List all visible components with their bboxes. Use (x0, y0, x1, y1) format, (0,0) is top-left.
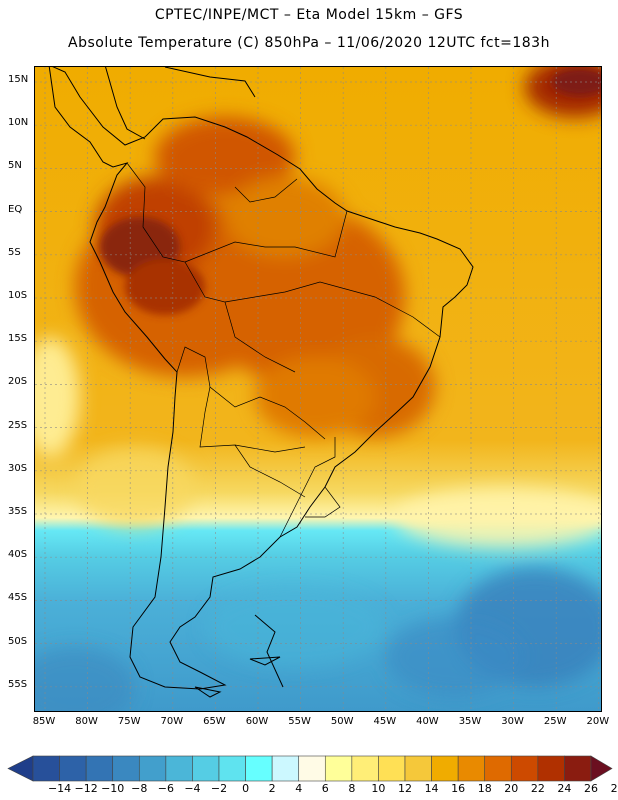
temperature-map[interactable] (34, 66, 602, 712)
colorbar-swatch (218, 755, 246, 782)
southern-coast-detail (254, 614, 284, 688)
lat-tick-label: 5S (8, 246, 21, 258)
colorbar-swatch (564, 755, 592, 782)
lat-tick-label: 5N (8, 160, 22, 172)
lat-tick-label: 10S (8, 290, 28, 301)
lon-tick-label: 35W (458, 716, 482, 727)
lat-tick-label: 25S (8, 419, 28, 431)
colorbar-tick-label: 2 (268, 782, 276, 795)
colorbar-under-triangle (7, 755, 34, 782)
central-america-coast (105, 67, 146, 140)
colorbar-tick-label: 16 (451, 782, 466, 795)
colorbar-swatch (138, 755, 167, 782)
colorbar-tick-label: 0 (242, 782, 250, 795)
lon-tick-label: 30W (501, 716, 524, 727)
colorbar-tick-label: −10 (101, 782, 125, 795)
lat-tick-label: 15S (8, 333, 28, 345)
colorbar-tick-label: −4 (184, 782, 201, 795)
colorbar-swatch (85, 755, 114, 782)
colorbar-tick-label: −12 (74, 782, 98, 795)
lat-tick-label: EQ (8, 203, 23, 215)
lat-tick-label: 55S (8, 678, 28, 690)
colorbar-swatch (245, 755, 273, 782)
colorbar-swatch (404, 755, 432, 782)
colorbar-over-triangle (590, 755, 613, 782)
lat-tick-label: 30S (8, 462, 28, 474)
colorbar-tick-label: 14 (424, 782, 439, 795)
colorbar-tick-label: 10 (371, 782, 386, 795)
colorbar-tick-label: 4 (295, 782, 303, 795)
lat-tick-label: 15N (8, 74, 29, 85)
colorbar-swatch (537, 755, 565, 782)
colorbar-swatch (59, 755, 87, 782)
colorbar-tick-label: −2 (210, 782, 228, 795)
lon-tick-label: 60W (245, 716, 269, 727)
colorbar (7, 755, 613, 782)
map-svg (35, 67, 601, 711)
temperature-field-blobs (35, 67, 601, 711)
colorbar-tick-label: 12 (398, 782, 412, 795)
colorbar-tick-label: −8 (131, 782, 148, 795)
lat-tick-label: 10N (8, 117, 29, 129)
lon-tick-label: 50W (330, 716, 354, 727)
colorbar-swatch (378, 755, 406, 782)
caribbean-coast (164, 67, 256, 98)
lat-lon-grid (35, 67, 601, 711)
colorbar-swatch (32, 755, 60, 782)
lon-tick-label: 25W (543, 716, 567, 727)
colorbar-tick-label: 24 (557, 782, 572, 795)
lon-tick-label: 85W (32, 716, 56, 727)
coastlines (48, 67, 474, 698)
colorbar-tick-label: 6 (321, 782, 329, 795)
colorbar-swatch (112, 755, 140, 782)
lon-tick-label: 80W (75, 716, 98, 727)
colorbar-swatch (165, 755, 193, 782)
colorbar-tick-label: 22 (530, 782, 545, 795)
colorbar-tick-label: 26 (584, 782, 598, 795)
lat-tick-label: 35S (8, 506, 28, 517)
tierra-del-fuego (194, 686, 222, 698)
continent-outline (48, 67, 474, 690)
lon-tick-label: 75W (117, 716, 141, 727)
lon-tick-label: 45W (373, 716, 397, 727)
lat-tick-label: 40S (8, 549, 28, 561)
colorbar-tick-label: −6 (157, 782, 174, 795)
lon-tick-label: 40W (416, 716, 439, 727)
lat-tick-label: 45S (8, 592, 28, 604)
lon-tick-label: 55W (288, 716, 311, 727)
lon-tick-label: 20W (586, 716, 610, 727)
colorbar-swatch (271, 755, 300, 782)
map-title-line1: CPTEC/INPE/MCT – Eta Model 15km – GFS (154, 7, 464, 23)
colorbar-swatch (324, 755, 353, 782)
falklands (249, 656, 281, 666)
colorbar-swatch (484, 755, 512, 782)
colorbar-tick-label: 28 (610, 782, 618, 795)
lon-tick-label: 70W (160, 716, 184, 727)
colorbar-swatch (431, 755, 459, 782)
colorbar-tick-label: 20 (504, 782, 519, 795)
colorbar-tick-label: 8 (348, 782, 356, 795)
colorbar-tick-label: −14 (47, 782, 72, 795)
colorbar-swatch (298, 755, 326, 782)
lat-tick-label: 50S (8, 635, 28, 647)
hot-core (100, 68, 601, 315)
lon-tick-label: 65W (203, 716, 226, 727)
colorbar-swatch (510, 755, 539, 782)
country-borders (126, 162, 441, 538)
map-title-line2: Absolute Temperature (C) 850hPa – 11/06/… (68, 35, 550, 51)
colorbar-swatch (351, 755, 379, 782)
lat-tick-label: 20S (8, 376, 28, 388)
colorbar-tick-label: 18 (477, 782, 492, 795)
colorbar-swatch (457, 755, 486, 782)
colorbar-swatch (192, 755, 220, 782)
